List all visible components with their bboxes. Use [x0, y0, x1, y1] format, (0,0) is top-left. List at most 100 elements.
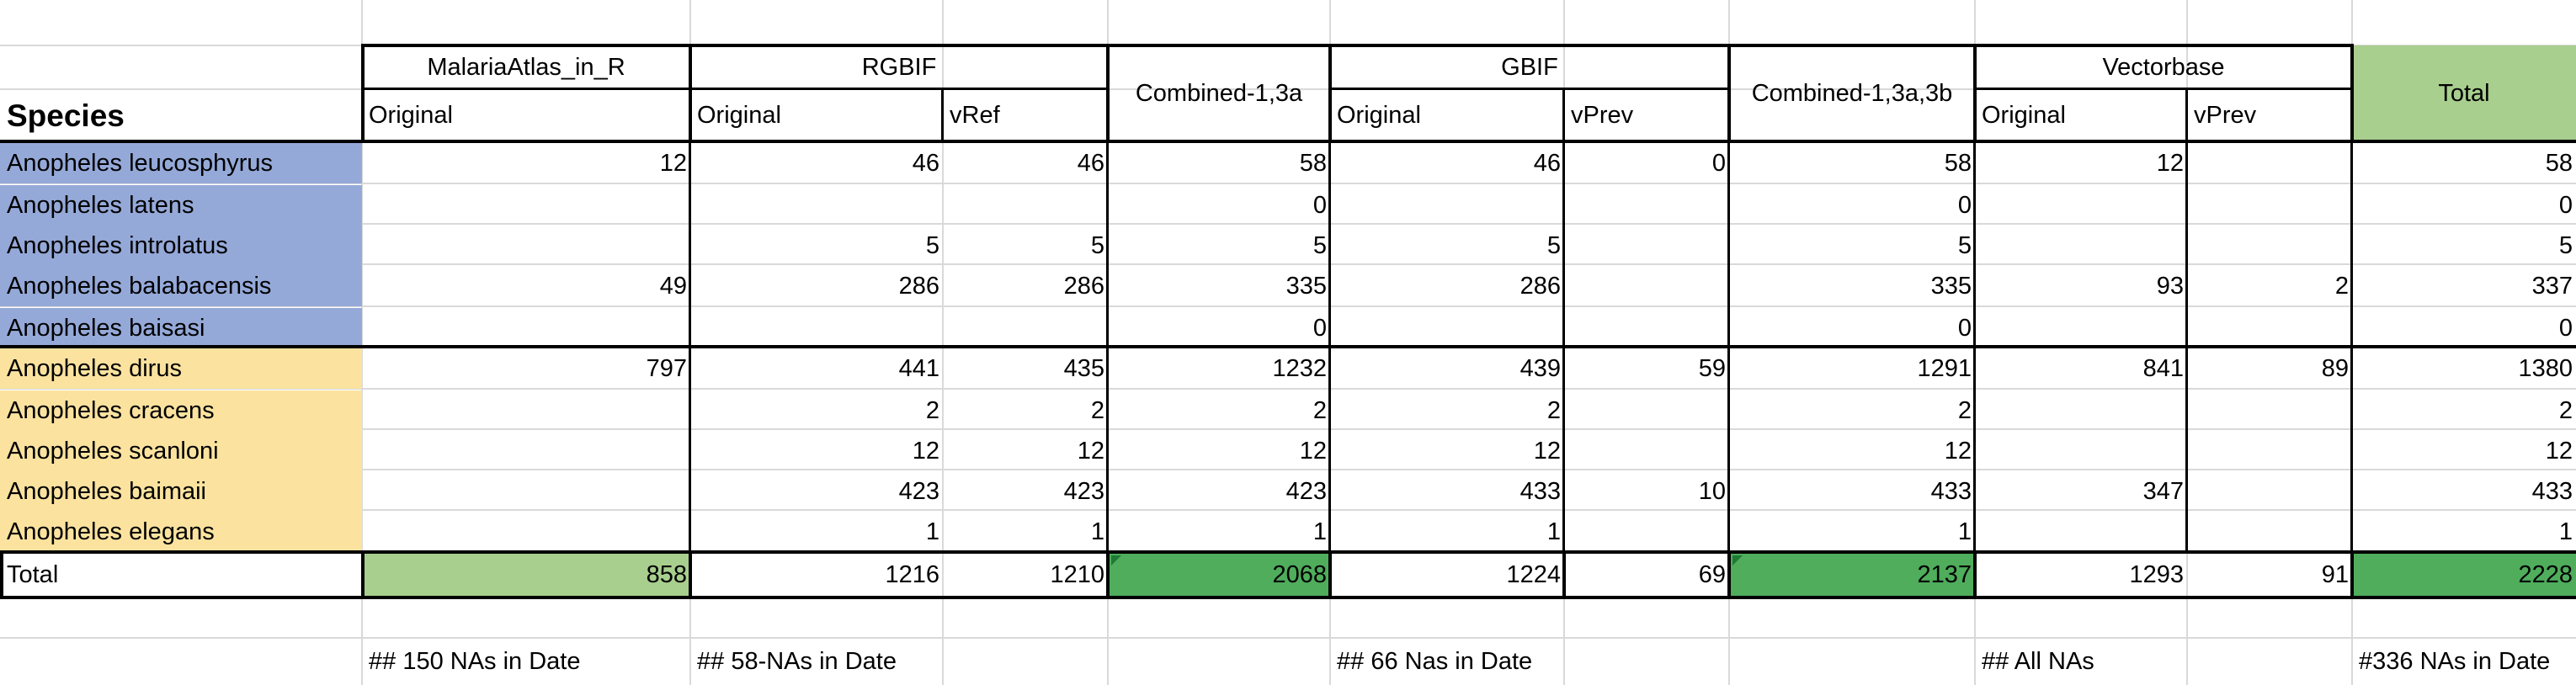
value-cell-malaria[interactable]: 49: [659, 272, 687, 300]
value-cell-vb-orig[interactable]: 12: [2156, 149, 2184, 177]
value-cell-vb-orig[interactable]: [1975, 512, 2187, 552]
value-cell-rgbif-orig[interactable]: 441: [898, 354, 939, 382]
species-name-cell[interactable]: Anopheles leucosphyrus: [0, 143, 362, 183]
value-cell-comb13a[interactable]: 2: [1312, 396, 1327, 424]
header-rgbif[interactable]: RGBIF: [861, 53, 937, 81]
value-cell-vb-vprev[interactable]: 89: [2321, 354, 2349, 382]
value-cell-gbif-vprev[interactable]: [1564, 512, 1729, 552]
value-cell-malaria[interactable]: [362, 431, 690, 471]
value-cell-total[interactable]: 58: [2545, 149, 2573, 177]
value-cell-gbif-vprev[interactable]: [1564, 431, 1729, 471]
value-cell-vb-vprev[interactable]: [2187, 308, 2352, 348]
value-cell-rgbif-vref[interactable]: 46: [1077, 149, 1104, 177]
header-species[interactable]: Species: [7, 98, 125, 133]
value-cell-total[interactable]: 5: [2558, 231, 2573, 259]
value-cell-rgbif-vref[interactable]: 286: [1063, 272, 1104, 300]
value-cell-vb-orig[interactable]: [1975, 431, 2187, 471]
value-cell-rgbif-orig[interactable]: 286: [898, 272, 939, 300]
value-cell-rgbif-orig[interactable]: 423: [898, 477, 939, 505]
value-cell-vb-vprev[interactable]: [2187, 390, 2352, 431]
value-cell-total[interactable]: 337: [2531, 272, 2573, 300]
value-cell-vb-vprev[interactable]: [2187, 226, 2352, 266]
value-cell-comb13a3b[interactable]: 335: [1930, 272, 1972, 300]
species-name-cell[interactable]: Anopheles baimaii: [0, 471, 362, 512]
total-combined-1-3a-3b[interactable]: 2137: [1729, 552, 1975, 597]
value-cell-gbif-orig[interactable]: 433: [1520, 477, 1561, 505]
value-cell-total[interactable]: 1380: [2518, 354, 2573, 382]
value-cell-gbif-orig[interactable]: 5: [1546, 231, 1561, 259]
value-cell-vb-orig[interactable]: [1975, 185, 2187, 226]
value-cell-rgbif-vref[interactable]: 1: [1090, 518, 1104, 545]
value-cell-gbif-orig[interactable]: 286: [1520, 272, 1561, 300]
value-cell-comb13a[interactable]: 335: [1285, 272, 1327, 300]
value-cell-vb-vprev[interactable]: [2187, 185, 2352, 226]
value-cell-vb-vprev[interactable]: [2187, 143, 2352, 183]
value-cell-total[interactable]: 433: [2531, 477, 2573, 505]
value-cell-gbif-orig[interactable]: 1: [1546, 518, 1561, 545]
value-cell-total[interactable]: 0: [2558, 191, 2573, 219]
value-cell-total[interactable]: 12: [2545, 437, 2573, 465]
species-name-cell[interactable]: Anopheles elegans: [0, 512, 362, 552]
value-cell-malaria[interactable]: [362, 512, 690, 552]
value-cell-rgbif-vref[interactable]: [943, 308, 1108, 348]
value-cell-rgbif-vref[interactable]: 423: [1063, 477, 1104, 505]
value-cell-gbif-orig[interactable]: 2: [1546, 396, 1561, 424]
value-cell-gbif-orig[interactable]: 46: [1533, 149, 1561, 177]
species-name-cell[interactable]: Anopheles latens: [0, 185, 362, 226]
value-cell-rgbif-orig[interactable]: 5: [925, 231, 939, 259]
value-cell-comb13a[interactable]: 423: [1285, 477, 1327, 505]
header-combined-1-3a[interactable]: Combined-1,3a: [1135, 79, 1303, 107]
value-cell-vb-vprev[interactable]: [2187, 431, 2352, 471]
subheader-malaria-original[interactable]: Original: [369, 101, 453, 129]
value-cell-rgbif-orig[interactable]: [690, 185, 943, 226]
value-cell-rgbif-vref[interactable]: 2: [1090, 396, 1104, 424]
value-cell-total[interactable]: 1: [2558, 518, 2573, 545]
value-cell-vb-orig[interactable]: 347: [2142, 477, 2184, 505]
subheader-rgbif-original[interactable]: Original: [697, 101, 781, 129]
value-cell-vb-vprev[interactable]: [2187, 512, 2352, 552]
species-name-cell[interactable]: Anopheles baisasi: [0, 308, 362, 348]
value-cell-comb13a[interactable]: 0: [1312, 191, 1327, 219]
value-cell-comb13a[interactable]: 1: [1312, 518, 1327, 545]
species-name-cell[interactable]: Anopheles cracens: [0, 390, 362, 431]
value-cell-rgbif-orig[interactable]: 12: [912, 437, 939, 465]
value-cell-comb13a3b[interactable]: 5: [1957, 231, 1972, 259]
value-cell-rgbif-vref[interactable]: 12: [1077, 437, 1104, 465]
value-cell-gbif-vprev[interactable]: 0: [1711, 149, 1726, 177]
value-cell-rgbif-orig[interactable]: 46: [912, 149, 939, 177]
header-combined-1-3a-3b[interactable]: Combined-1,3a,3b: [1751, 79, 1953, 107]
value-cell-malaria[interactable]: [362, 185, 690, 226]
header-malariaatlas[interactable]: MalariaAtlas_in_R: [427, 53, 625, 81]
total-vectorbase-original[interactable]: 1293: [2129, 560, 2184, 588]
total-grand-total[interactable]: 2228: [2352, 552, 2576, 597]
value-cell-malaria[interactable]: [362, 390, 690, 431]
total-gbif-original[interactable]: 1224: [1506, 560, 1561, 588]
value-cell-rgbif-vref[interactable]: [943, 185, 1108, 226]
subheader-gbif-original[interactable]: Original: [1337, 101, 1421, 129]
value-cell-vb-orig[interactable]: 93: [2156, 272, 2184, 300]
value-cell-comb13a3b[interactable]: 58: [1944, 149, 1972, 177]
value-cell-rgbif-vref[interactable]: 5: [1090, 231, 1104, 259]
value-cell-malaria[interactable]: 797: [646, 354, 687, 382]
value-cell-comb13a3b[interactable]: 2: [1957, 396, 1972, 424]
value-cell-gbif-vprev[interactable]: 10: [1698, 477, 1726, 505]
value-cell-comb13a3b[interactable]: 1: [1957, 518, 1972, 545]
header-vectorbase[interactable]: Vectorbase: [2102, 53, 2225, 81]
value-cell-malaria[interactable]: [362, 308, 690, 348]
value-cell-total[interactable]: 0: [2558, 314, 2573, 342]
total-rgbif-vref[interactable]: 1210: [1050, 560, 1104, 588]
value-cell-vb-orig[interactable]: 841: [2142, 354, 2184, 382]
total-malaria[interactable]: 858: [362, 552, 690, 597]
value-cell-gbif-vprev[interactable]: [1564, 266, 1729, 306]
value-cell-vb-vprev[interactable]: 2: [2334, 272, 2349, 300]
value-cell-vb-orig[interactable]: [1975, 308, 2187, 348]
value-cell-comb13a[interactable]: 0: [1312, 314, 1327, 342]
note-malaria-nas[interactable]: ## 150 NAs in Date: [369, 647, 581, 675]
value-cell-vb-orig[interactable]: [1975, 226, 2187, 266]
header-gbif[interactable]: GBIF: [1501, 53, 1558, 81]
value-cell-comb13a3b[interactable]: 12: [1944, 437, 1972, 465]
value-cell-rgbif-vref[interactable]: 435: [1063, 354, 1104, 382]
value-cell-rgbif-orig[interactable]: 2: [925, 396, 939, 424]
value-cell-gbif-vprev[interactable]: [1564, 185, 1729, 226]
value-cell-malaria[interactable]: 12: [659, 149, 687, 177]
